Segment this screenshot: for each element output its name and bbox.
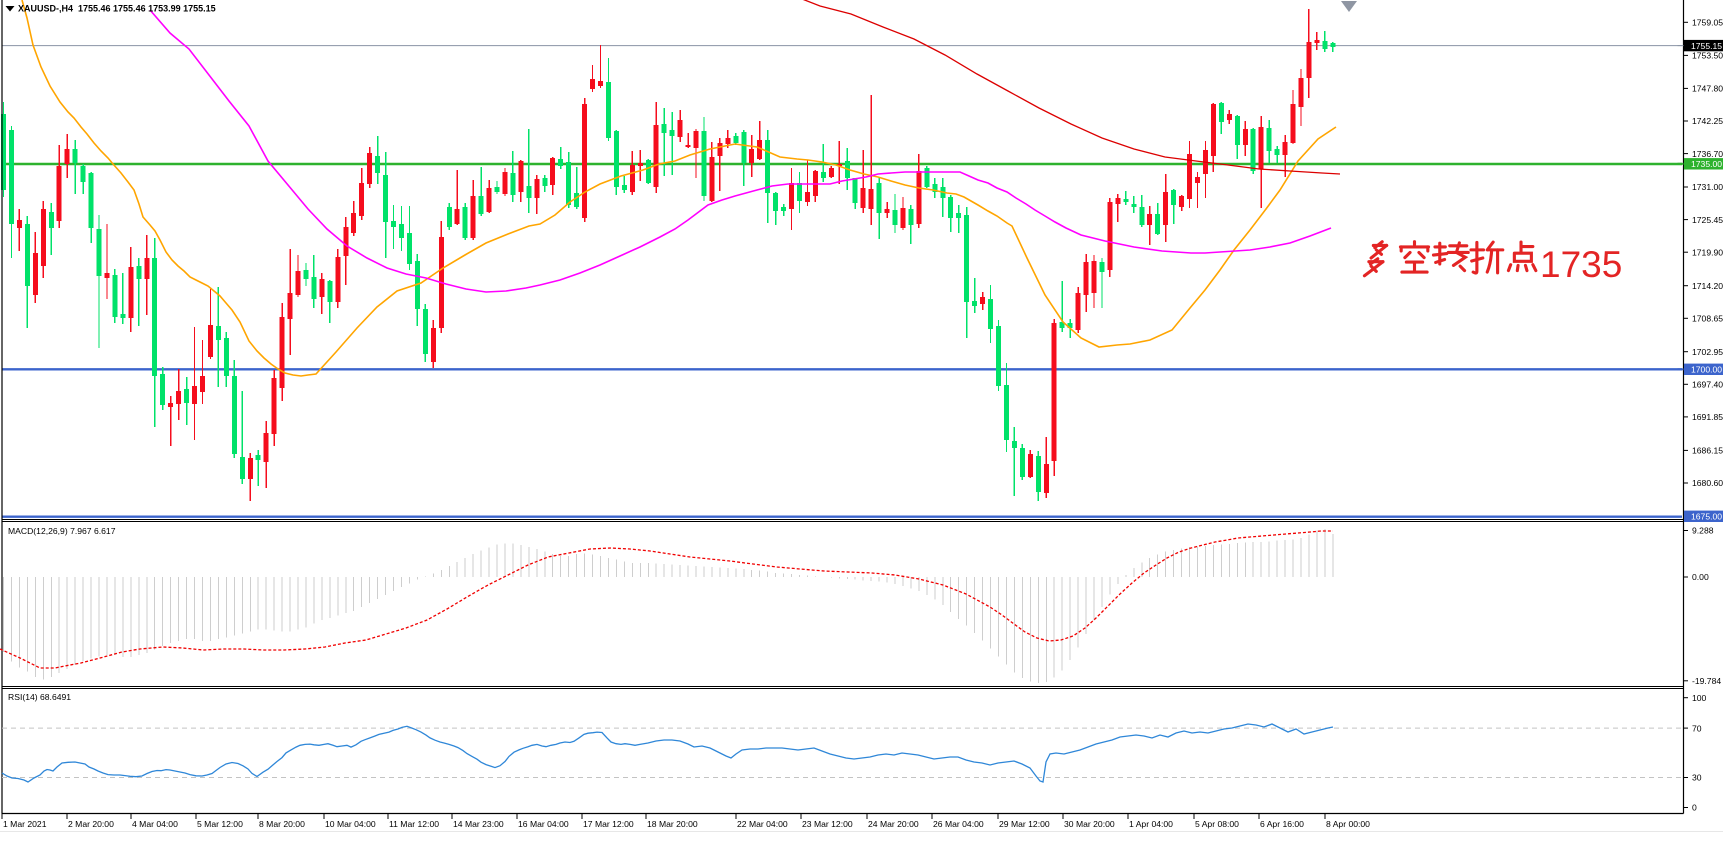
svg-text:-19.784: -19.784	[1692, 676, 1721, 686]
svg-text:1735: 1735	[1540, 244, 1622, 285]
svg-text:14 Mar 23:00: 14 Mar 23:00	[453, 819, 504, 829]
svg-text:1691.85: 1691.85	[1692, 412, 1723, 422]
svg-text:1708.65: 1708.65	[1692, 314, 1723, 324]
svg-text:1755.15: 1755.15	[1691, 41, 1722, 51]
svg-text:1735.00: 1735.00	[1691, 159, 1722, 169]
svg-text:1714.20: 1714.20	[1692, 281, 1723, 291]
svg-text:1 Apr 04:00: 1 Apr 04:00	[1129, 819, 1173, 829]
svg-text:9.288: 9.288	[1692, 526, 1714, 536]
svg-text:22 Mar 04:00: 22 Mar 04:00	[737, 819, 788, 829]
svg-text:1675.00: 1675.00	[1691, 512, 1722, 522]
svg-text:26 Mar 04:00: 26 Mar 04:00	[933, 819, 984, 829]
svg-text:1702.95: 1702.95	[1692, 347, 1723, 357]
svg-text:100: 100	[1692, 693, 1707, 703]
svg-text:MACD(12,26,9) 7.967 6.617: MACD(12,26,9) 7.967 6.617	[8, 526, 116, 536]
svg-text:30: 30	[1692, 773, 1702, 783]
svg-text:10 Mar 04:00: 10 Mar 04:00	[325, 819, 376, 829]
svg-text:1742.25: 1742.25	[1692, 116, 1723, 126]
svg-text:1753.50: 1753.50	[1692, 51, 1723, 61]
svg-text:2 Mar 20:00: 2 Mar 20:00	[68, 819, 114, 829]
svg-text:23 Mar 12:00: 23 Mar 12:00	[802, 819, 853, 829]
svg-text:1697.40: 1697.40	[1692, 380, 1723, 390]
svg-text:1759.05: 1759.05	[1692, 18, 1723, 28]
svg-text:4 Mar 04:00: 4 Mar 04:00	[132, 819, 178, 829]
svg-text:30 Mar 20:00: 30 Mar 20:00	[1064, 819, 1115, 829]
svg-text:24 Mar 20:00: 24 Mar 20:00	[868, 819, 919, 829]
svg-text:1736.70: 1736.70	[1692, 149, 1723, 159]
svg-text:5 Apr 08:00: 5 Apr 08:00	[1195, 819, 1239, 829]
svg-text:5 Mar 12:00: 5 Mar 12:00	[197, 819, 243, 829]
svg-text:0.00: 0.00	[1692, 572, 1709, 582]
svg-text:1725.45: 1725.45	[1692, 215, 1723, 225]
svg-text:1686.15: 1686.15	[1692, 446, 1723, 456]
svg-text:RSI(14) 68.6491: RSI(14) 68.6491	[8, 692, 71, 702]
svg-text:1700.00: 1700.00	[1691, 365, 1722, 375]
svg-text:6 Apr 16:00: 6 Apr 16:00	[1260, 819, 1304, 829]
svg-text:1731.00: 1731.00	[1692, 182, 1723, 192]
svg-text:16 Mar 04:00: 16 Mar 04:00	[518, 819, 569, 829]
svg-text:11 Mar 12:00: 11 Mar 12:00	[389, 819, 439, 829]
svg-text:29 Mar 12:00: 29 Mar 12:00	[999, 819, 1050, 829]
svg-text:XAUUSD-,H4 1755.46 1755.46 17: XAUUSD-,H4 1755.46 1755.46 1753.99 1755.…	[18, 4, 216, 14]
svg-text:1719.90: 1719.90	[1692, 247, 1723, 257]
svg-text:1747.80: 1747.80	[1692, 84, 1723, 94]
svg-text:8 Mar 20:00: 8 Mar 20:00	[259, 819, 305, 829]
svg-text:8 Apr 00:00: 8 Apr 00:00	[1326, 819, 1370, 829]
svg-text:70: 70	[1692, 723, 1702, 733]
svg-text:17 Mar 12:00: 17 Mar 12:00	[583, 819, 634, 829]
svg-text:1 Mar 2021: 1 Mar 2021	[3, 819, 47, 829]
svg-text:1680.60: 1680.60	[1692, 478, 1723, 488]
svg-text:18 Mar 20:00: 18 Mar 20:00	[647, 819, 698, 829]
svg-text:0: 0	[1692, 803, 1697, 813]
